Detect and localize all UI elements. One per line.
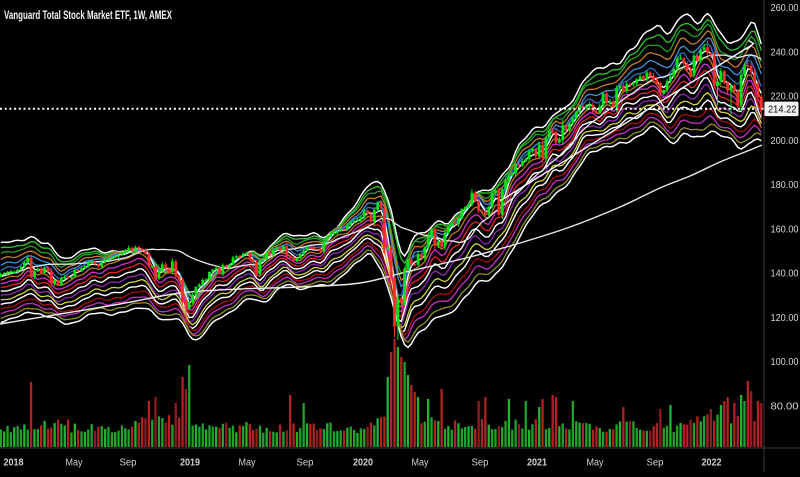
- svg-text:May: May: [66, 458, 83, 469]
- svg-text:214.22: 214.22: [768, 104, 797, 116]
- svg-text:2019: 2019: [180, 458, 200, 469]
- svg-text:220.00: 220.00: [771, 92, 799, 103]
- svg-text:May: May: [239, 458, 256, 469]
- svg-text:100.00: 100.00: [771, 357, 799, 368]
- svg-text:140.00: 140.00: [771, 269, 799, 280]
- svg-text:Sep: Sep: [647, 458, 664, 469]
- svg-text:180.00: 180.00: [771, 180, 799, 191]
- svg-text:200.00: 200.00: [771, 136, 799, 147]
- svg-text:May: May: [587, 458, 604, 469]
- svg-text:80.00: 80.00: [771, 401, 799, 412]
- svg-text:240.00: 240.00: [771, 47, 799, 58]
- svg-text:2022: 2022: [702, 458, 722, 469]
- svg-text:Vanguard Total Stock Market ET: Vanguard Total Stock Market ETF, 1W, AME…: [4, 10, 172, 22]
- svg-text:260.00: 260.00: [771, 3, 799, 14]
- svg-text:May: May: [412, 458, 429, 469]
- svg-text:2021: 2021: [527, 458, 547, 469]
- svg-text:Sep: Sep: [120, 458, 137, 469]
- svg-text:2018: 2018: [4, 458, 24, 469]
- svg-text:120.00: 120.00: [771, 313, 799, 324]
- svg-text:160.00: 160.00: [771, 224, 799, 235]
- svg-text:Sep: Sep: [472, 458, 489, 469]
- svg-text:Sep: Sep: [297, 458, 314, 469]
- svg-text:2020: 2020: [353, 458, 373, 469]
